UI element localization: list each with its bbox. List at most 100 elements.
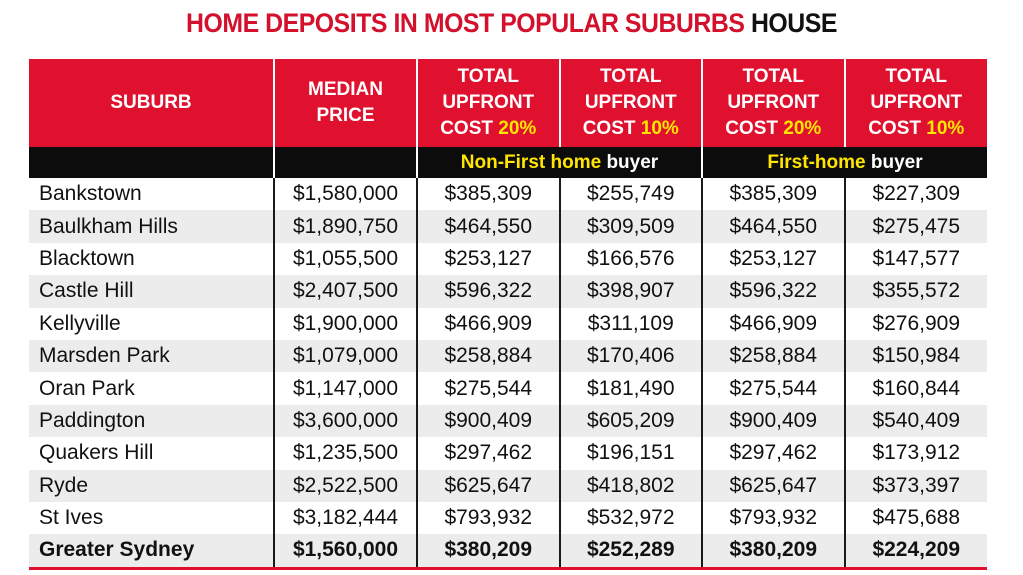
table-row: Paddington $3,600,000 $900,409 $605,209 $900… xyxy=(29,404,987,438)
cell-cost-20-first: $466,909 xyxy=(701,307,845,340)
cell-cost-10-first: $227,309 xyxy=(843,178,987,211)
header-median-price: MEDIAN PRICE xyxy=(273,59,417,147)
cell-suburb: Ryde xyxy=(29,469,274,502)
cell-median-price: $1,147,000 xyxy=(273,372,417,405)
cell-cost-10-nonfirst: $311,109 xyxy=(558,307,702,340)
cell-suburb: Kellyville xyxy=(39,311,121,335)
table-row: Quakers Hill $1,235,500 $297,462 $196,151 $2… xyxy=(29,437,987,470)
cell-cost-20-first: $385,309 xyxy=(701,178,845,211)
cell-median-price: $1,890,750 xyxy=(273,210,417,243)
cell-cost-10-first: $276,909 xyxy=(843,307,987,340)
cell-cost-20-nonfirst: $380,209 xyxy=(416,534,560,570)
cell-suburb: Paddington xyxy=(29,404,274,438)
cell-cost-20-nonfirst: $297,462 xyxy=(416,437,560,470)
table-row: Bankstown $1,580,000 $385,309 $255,749 $385,… xyxy=(29,178,987,211)
cell-cost-10-nonfirst: $532,972 xyxy=(558,501,702,535)
cell-median-price: $3,182,444 xyxy=(273,501,417,535)
cell-cost-10-first: $540,409 xyxy=(843,404,987,438)
cell-cost-20-nonfirst: $900,409 xyxy=(416,404,560,438)
buyer-type-spacer xyxy=(273,147,417,178)
table-row: Ryde $2,522,500 $625,647 $418,802 $625,647 $3… xyxy=(29,469,987,502)
cell-cost-10-nonfirst: $252,289 xyxy=(558,534,702,570)
cell-cost-20-nonfirst: $275,544 xyxy=(416,372,560,405)
cell-suburb: Greater Sydney xyxy=(29,534,274,570)
cell-cost-10-first: $150,984 xyxy=(843,339,987,373)
cell-cost-10-first: $275,475 xyxy=(843,210,987,243)
cell-cost-10-first: $147,577 xyxy=(843,242,987,276)
cell-cost-20-first: $258,884 xyxy=(701,339,845,373)
group-first-home-buyer: First-home buyer xyxy=(701,147,987,178)
cell-cost-20-first: $253,127 xyxy=(701,242,845,276)
header-row: SUBURB MEDIAN PRICE TOTAL UPFRONT COST 20% … xyxy=(29,59,987,147)
cell-cost-10-nonfirst: $605,209 xyxy=(558,404,702,438)
header-cost-10-first: TOTAL UPFRONT COST 10% xyxy=(843,59,987,147)
header-cost-20-nonfirst: TOTAL UPFRONT COST 20% xyxy=(416,59,560,147)
buyer-type-row: Non-First home buyer First-home buyer xyxy=(29,147,987,178)
cell-median-price: $1,900,000 xyxy=(273,307,417,340)
cell-cost-20-nonfirst: $258,884 xyxy=(416,339,560,373)
cell-suburb: St Ives xyxy=(39,506,104,530)
group-non-first-home-buyer: Non-First home buyer xyxy=(416,147,702,178)
cell-cost-10-nonfirst: $309,509 xyxy=(558,210,702,243)
cell-cost-20-first: $275,544 xyxy=(701,372,845,405)
cell-cost-20-nonfirst: $466,909 xyxy=(416,307,560,340)
cell-cost-10-first: $224,209 xyxy=(843,534,987,570)
cell-cost-10-nonfirst: $166,576 xyxy=(558,242,702,276)
cell-median-price: $1,055,500 xyxy=(273,242,417,276)
cell-cost-10-nonfirst: $255,749 xyxy=(558,178,702,211)
cell-cost-20-first: $297,462 xyxy=(701,437,845,470)
table-row: Oran Park $1,147,000 $275,544 $181,490 $275,… xyxy=(29,372,987,405)
cell-median-price: $1,235,500 xyxy=(273,437,417,470)
cell-cost-10-first: $160,844 xyxy=(843,372,987,405)
page-title: HOME DEPOSITS IN MOST POPULAR SUBURBS HO… xyxy=(41,8,982,39)
cell-median-price: $2,522,500 xyxy=(273,469,417,502)
cell-median-price: $1,580,000 xyxy=(273,178,417,211)
cell-cost-20-nonfirst: $596,322 xyxy=(416,275,560,308)
cell-cost-10-first: $475,688 xyxy=(843,501,987,535)
cell-median-price: $1,079,000 xyxy=(273,339,417,373)
total-row: Greater Sydney $1,560,000 $380,209 $252,289… xyxy=(29,534,987,570)
cell-cost-20-first: $596,322 xyxy=(701,275,845,308)
cell-cost-10-nonfirst: $196,151 xyxy=(558,437,702,470)
deposit-table: SUBURB MEDIAN PRICE TOTAL UPFRONT COST 20% … xyxy=(29,59,987,570)
cell-cost-20-nonfirst: $793,932 xyxy=(416,501,560,535)
cell-cost-20-nonfirst: $385,309 xyxy=(416,178,560,211)
header-cost-20-first: TOTAL UPFRONT COST 20% xyxy=(701,59,845,147)
buyer-type-spacer xyxy=(29,147,274,178)
header-cost-10-nonfirst: TOTAL UPFRONT COST 10% xyxy=(558,59,702,147)
cell-cost-20-first: $464,550 xyxy=(701,210,845,243)
header-suburb: SUBURB xyxy=(29,59,274,147)
title-main: HOME DEPOSITS IN MOST POPULAR SUBURBS xyxy=(185,8,745,38)
cell-cost-20-first: $625,647 xyxy=(701,469,845,502)
cell-cost-10-nonfirst: $170,406 xyxy=(558,339,702,373)
cell-cost-20-first: $793,932 xyxy=(701,501,845,535)
cell-suburb: Blacktown xyxy=(39,246,135,270)
title-category: HOUSE xyxy=(750,8,838,38)
cell-median-price: $1,560,000 xyxy=(273,534,417,570)
cell-cost-10-nonfirst: $181,490 xyxy=(558,372,702,405)
cell-cost-10-nonfirst: $418,802 xyxy=(558,469,702,502)
cell-cost-20-nonfirst: $253,127 xyxy=(416,242,560,276)
cell-cost-10-first: $373,397 xyxy=(843,469,987,502)
table-row: St Ives $3,182,444 $793,932 $532,972 $793,93… xyxy=(29,501,987,535)
cell-cost-20-nonfirst: $625,647 xyxy=(416,469,560,502)
cell-cost-10-first: $173,912 xyxy=(843,437,987,470)
cell-suburb: Bankstown xyxy=(39,182,142,206)
cell-suburb: Baulkham Hills xyxy=(29,210,274,243)
cell-cost-20-first: $900,409 xyxy=(701,404,845,438)
cell-suburb: Marsden Park xyxy=(29,339,274,373)
cell-suburb: Oran Park xyxy=(39,376,135,400)
cell-suburb: Castle Hill xyxy=(29,275,274,308)
table-row: Castle Hill $2,407,500 $596,322 $398,907 $59… xyxy=(29,275,987,308)
cell-cost-10-nonfirst: $398,907 xyxy=(558,275,702,308)
table-row: Blacktown $1,055,500 $253,127 $166,576 $253,… xyxy=(29,242,987,276)
cell-median-price: $3,600,000 xyxy=(273,404,417,438)
table-row: Marsden Park $1,079,000 $258,884 $170,406 $2… xyxy=(29,339,987,373)
cell-median-price: $2,407,500 xyxy=(273,275,417,308)
cell-cost-10-first: $355,572 xyxy=(843,275,987,308)
cell-cost-20-nonfirst: $464,550 xyxy=(416,210,560,243)
cell-cost-20-first: $380,209 xyxy=(701,534,845,570)
table-row: Kellyville $1,900,000 $466,909 $311,109 $466… xyxy=(29,307,987,340)
table-row: Baulkham Hills $1,890,750 $464,550 $309,509… xyxy=(29,210,987,243)
cell-suburb: Quakers Hill xyxy=(39,441,154,465)
